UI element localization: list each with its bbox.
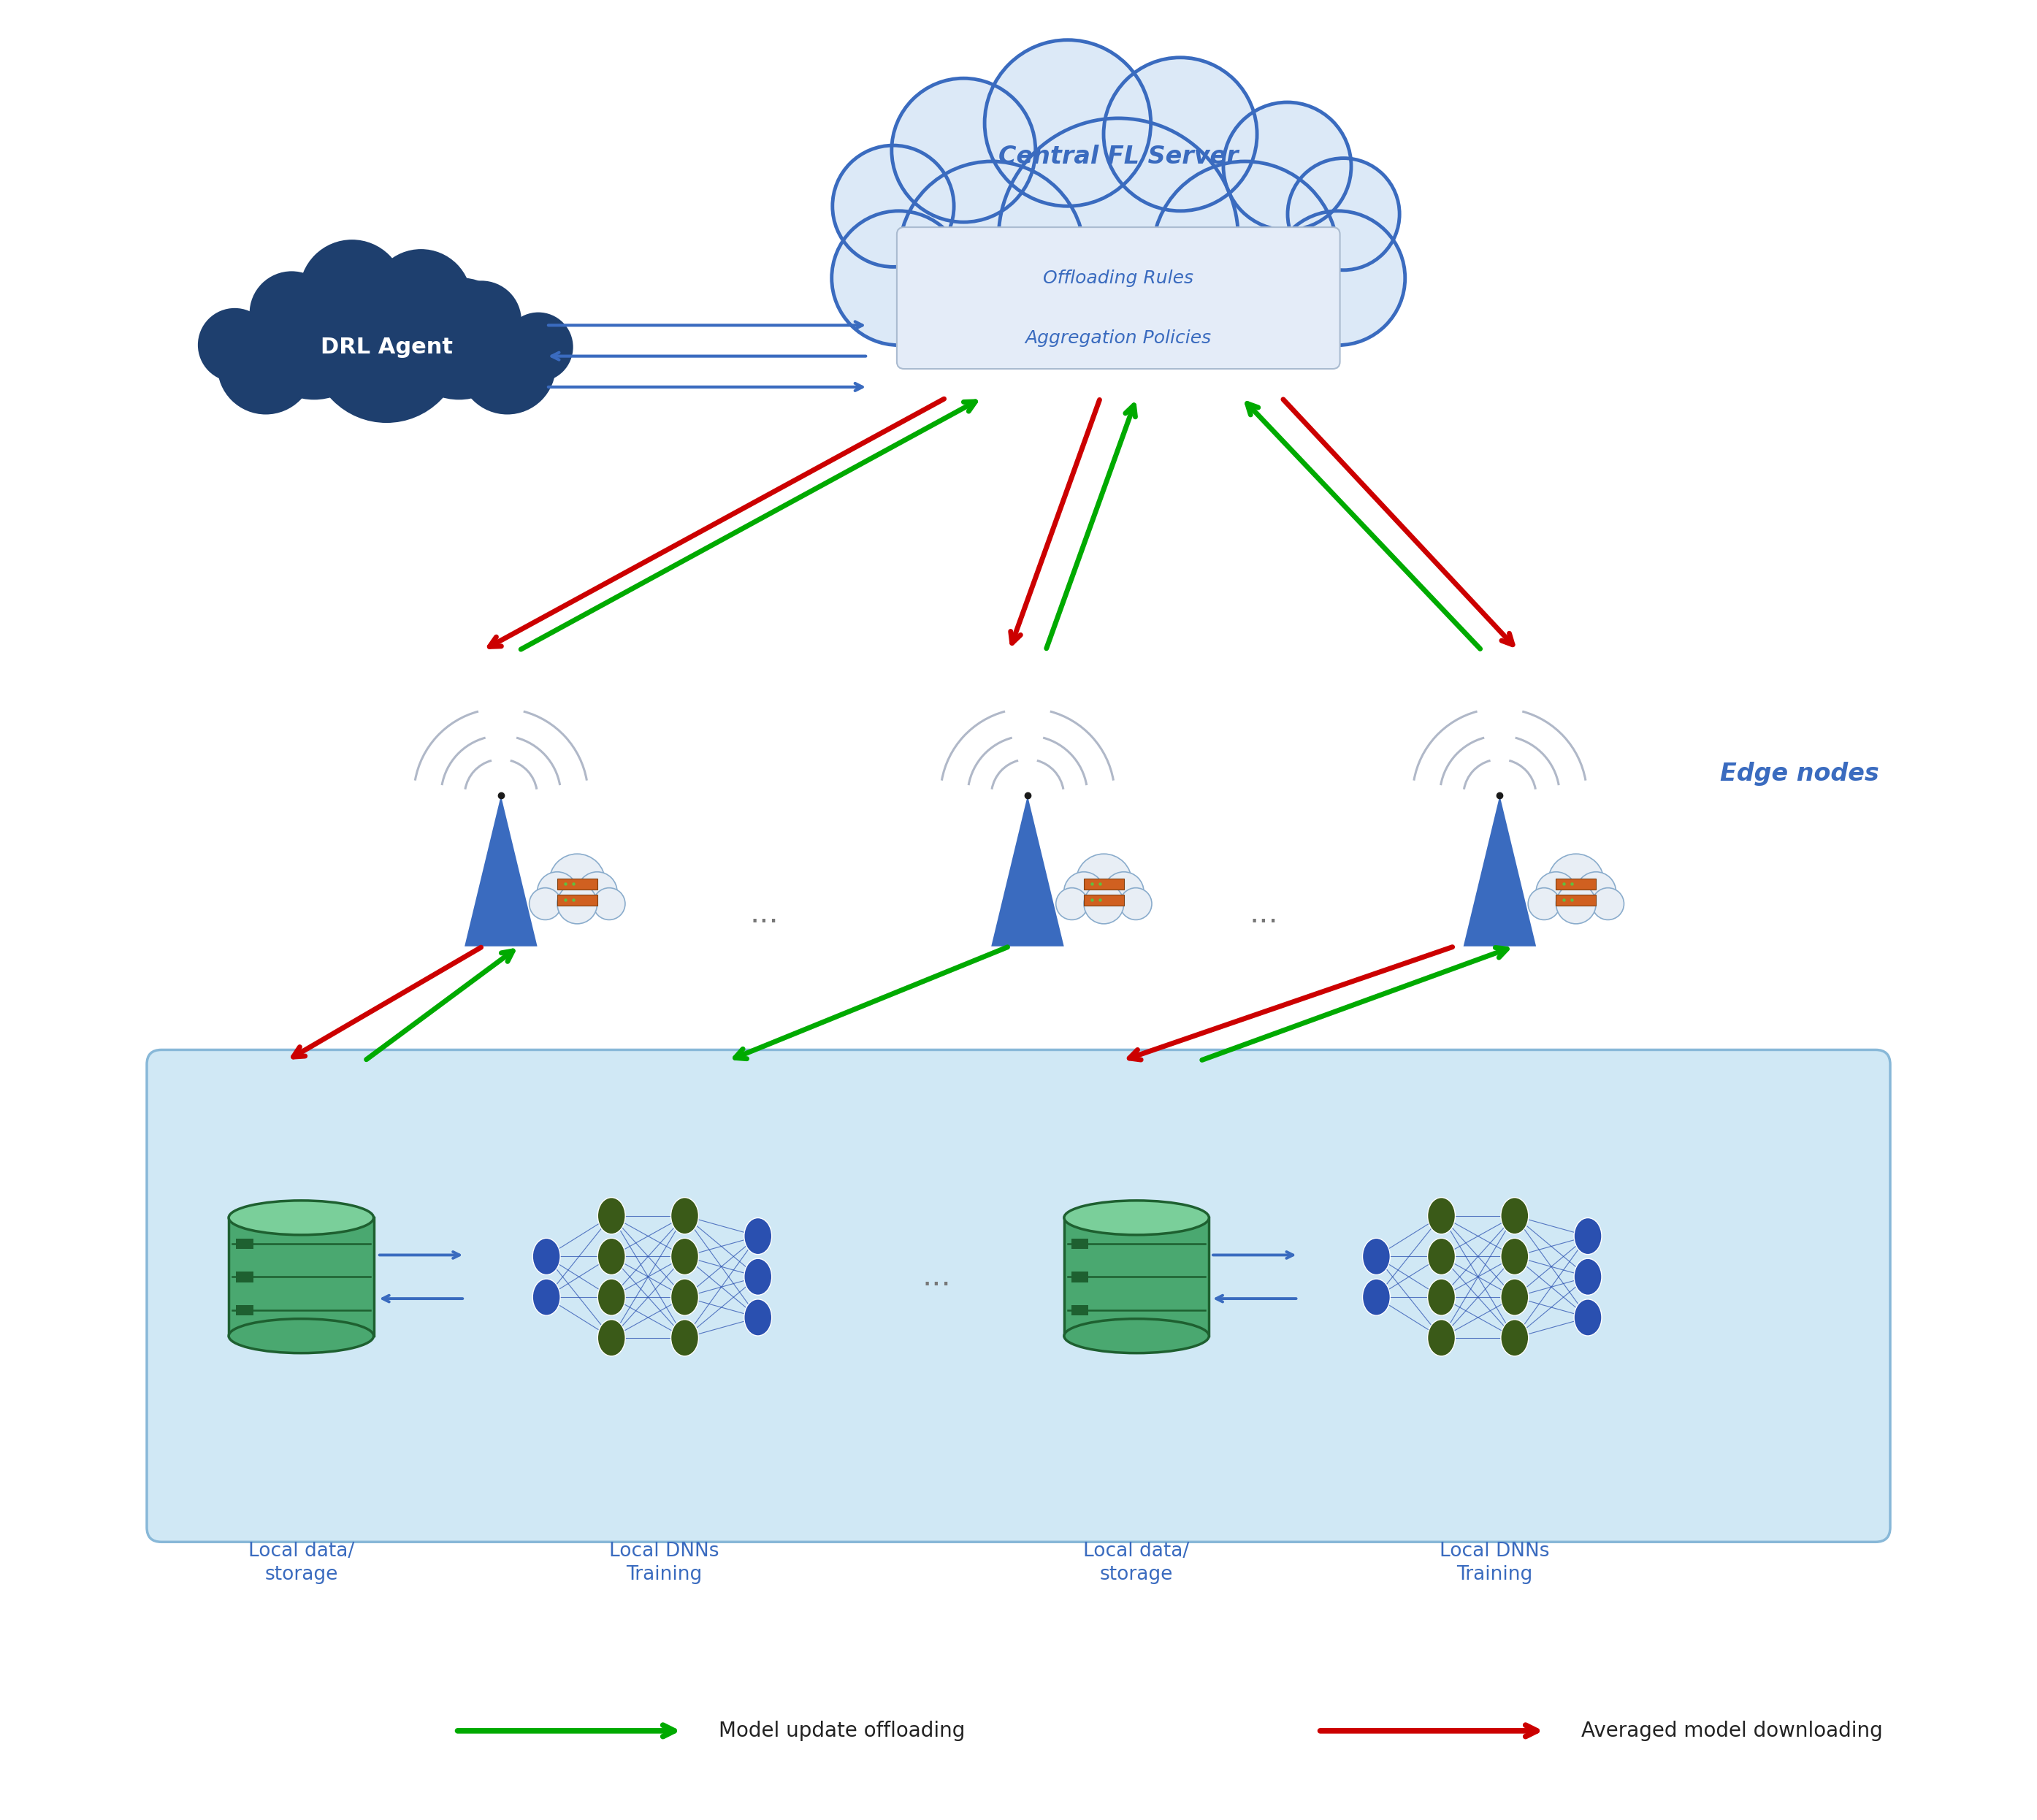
- FancyBboxPatch shape: [558, 895, 597, 906]
- FancyBboxPatch shape: [236, 1272, 253, 1281]
- Ellipse shape: [1063, 1320, 1210, 1352]
- Ellipse shape: [597, 1320, 625, 1356]
- Ellipse shape: [670, 1279, 699, 1316]
- FancyBboxPatch shape: [1063, 1218, 1210, 1336]
- Ellipse shape: [1501, 1198, 1528, 1234]
- Ellipse shape: [1575, 1299, 1601, 1336]
- Ellipse shape: [1428, 1279, 1454, 1316]
- FancyBboxPatch shape: [228, 1218, 373, 1336]
- Ellipse shape: [1575, 1218, 1601, 1254]
- FancyBboxPatch shape: [558, 879, 597, 890]
- Ellipse shape: [744, 1218, 772, 1254]
- FancyBboxPatch shape: [1071, 1272, 1088, 1281]
- FancyBboxPatch shape: [236, 1305, 253, 1316]
- Ellipse shape: [1501, 1238, 1528, 1274]
- Text: DRL Agent: DRL Agent: [320, 337, 452, 359]
- FancyBboxPatch shape: [147, 1050, 1890, 1542]
- Ellipse shape: [532, 1238, 560, 1274]
- Text: ...: ...: [1249, 899, 1277, 928]
- Polygon shape: [1463, 795, 1536, 946]
- Ellipse shape: [670, 1238, 699, 1274]
- Text: Aggregation Policies: Aggregation Policies: [1025, 329, 1212, 348]
- Polygon shape: [992, 795, 1063, 946]
- FancyBboxPatch shape: [236, 1239, 253, 1249]
- Ellipse shape: [670, 1320, 699, 1356]
- Text: ...: ...: [923, 1261, 951, 1292]
- Text: Local DNNs
Training: Local DNNs Training: [1440, 1542, 1550, 1583]
- Ellipse shape: [744, 1258, 772, 1296]
- Ellipse shape: [597, 1198, 625, 1234]
- Ellipse shape: [532, 1279, 560, 1316]
- Ellipse shape: [670, 1198, 699, 1234]
- FancyBboxPatch shape: [1071, 1305, 1088, 1316]
- Ellipse shape: [1428, 1198, 1454, 1234]
- FancyBboxPatch shape: [1084, 879, 1124, 890]
- Ellipse shape: [1428, 1238, 1454, 1274]
- Ellipse shape: [1363, 1238, 1389, 1274]
- Text: Averaged model downloading: Averaged model downloading: [1581, 1720, 1882, 1742]
- Ellipse shape: [1501, 1320, 1528, 1356]
- Ellipse shape: [1575, 1258, 1601, 1296]
- FancyBboxPatch shape: [1084, 895, 1124, 906]
- Polygon shape: [464, 795, 538, 946]
- Ellipse shape: [1063, 1201, 1210, 1236]
- Ellipse shape: [228, 1201, 373, 1236]
- Text: ...: ...: [750, 899, 778, 928]
- Ellipse shape: [744, 1299, 772, 1336]
- Text: Local data/
storage: Local data/ storage: [1084, 1542, 1190, 1583]
- Ellipse shape: [597, 1279, 625, 1316]
- Ellipse shape: [597, 1238, 625, 1274]
- Text: Offloading Rules: Offloading Rules: [1043, 269, 1194, 288]
- Ellipse shape: [1428, 1320, 1454, 1356]
- FancyBboxPatch shape: [896, 228, 1340, 369]
- FancyBboxPatch shape: [1071, 1239, 1088, 1249]
- FancyBboxPatch shape: [1556, 895, 1597, 906]
- Text: Central FL Server: Central FL Server: [998, 144, 1238, 169]
- FancyBboxPatch shape: [1556, 879, 1597, 890]
- Text: Model update offloading: Model update offloading: [719, 1720, 966, 1742]
- Ellipse shape: [1501, 1279, 1528, 1316]
- Text: Local data/
storage: Local data/ storage: [249, 1542, 354, 1583]
- Text: Edge nodes: Edge nodes: [1719, 763, 1878, 786]
- Ellipse shape: [228, 1320, 373, 1352]
- Text: Local DNNs
Training: Local DNNs Training: [609, 1542, 719, 1583]
- Ellipse shape: [1363, 1279, 1389, 1316]
